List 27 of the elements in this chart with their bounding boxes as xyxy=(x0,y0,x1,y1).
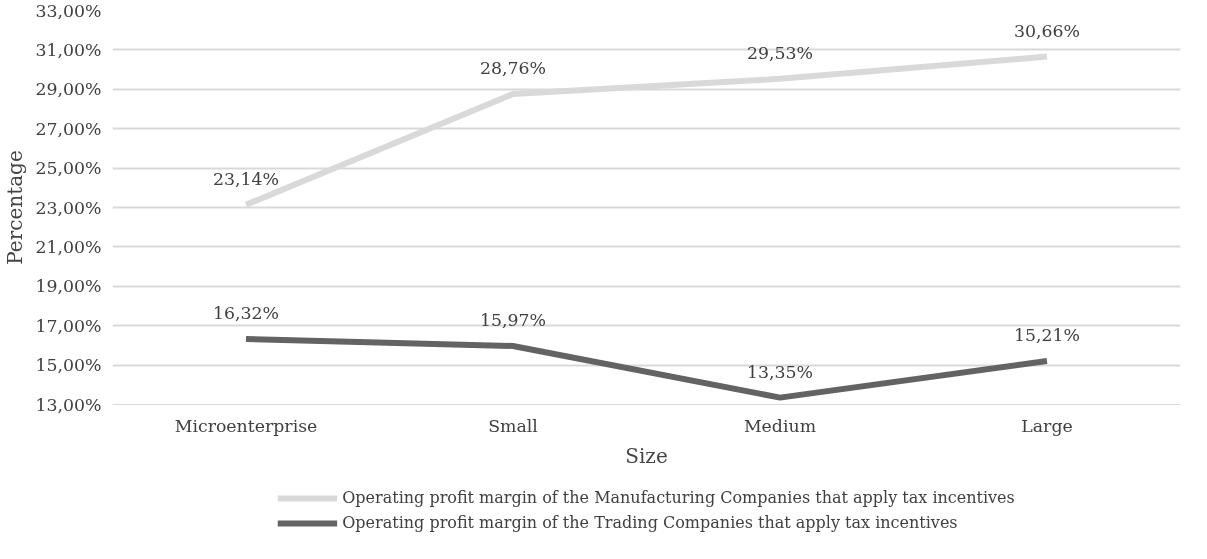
data-label: 15,97% xyxy=(479,309,547,330)
data-label: 30,66% xyxy=(1013,20,1081,41)
y-tick-label: 17,00% xyxy=(35,315,102,336)
data-label: 13,35% xyxy=(746,361,814,382)
y-tick-label: 31,00% xyxy=(35,39,102,60)
y-tick-label: 15,00% xyxy=(35,355,102,376)
x-tick-label: Medium xyxy=(743,415,817,436)
x-tick-label: Microenterprise xyxy=(174,415,318,436)
legend-label: Operating profit margin of the Manufacturing Companies that apply tax incentives xyxy=(342,488,1015,507)
y-tick-label: 27,00% xyxy=(35,118,102,139)
legend-label: Operating profit margin of the Trading Companies that apply tax incentives xyxy=(342,513,958,532)
y-tick-label: 33,00% xyxy=(35,0,102,21)
x-tick-label: Large xyxy=(1021,415,1073,436)
x-axis-title: Size xyxy=(625,443,668,468)
y-tick-label: 21,00% xyxy=(35,236,102,257)
x-tick-label: Small xyxy=(488,415,539,436)
y-tick-label: 29,00% xyxy=(35,79,102,100)
y-tick-label: 25,00% xyxy=(35,158,102,179)
y-axis-title: Percentage xyxy=(3,150,28,265)
y-tick-label: 19,00% xyxy=(35,276,102,297)
data-label: 15,21% xyxy=(1013,324,1081,345)
data-label: 29,53% xyxy=(746,42,814,63)
data-label: 28,76% xyxy=(479,58,547,79)
data-label: 16,32% xyxy=(212,303,280,324)
data-label: 23,14% xyxy=(212,168,280,189)
y-tick-label: 23,00% xyxy=(35,197,102,218)
y-tick-label: 13,00% xyxy=(35,394,102,415)
